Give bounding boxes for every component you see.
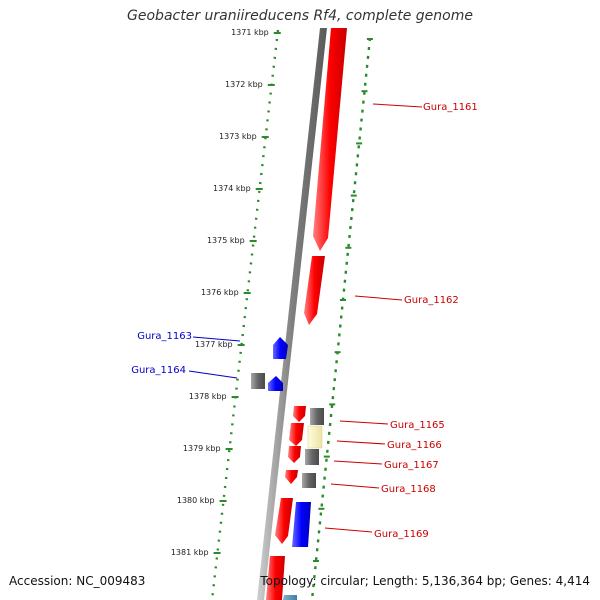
map-title: Geobacter uraniireducens Rf4, complete g… [127, 8, 473, 24]
gene-label-leader [372, 103, 423, 108]
gene-label-leader [336, 440, 386, 445]
gene-gura-1163[interactable] [273, 337, 288, 359]
gene-gura-1167[interactable] [288, 446, 301, 463]
gene-label-leader [339, 420, 389, 425]
kbp-tick-label: 1372 kbp [225, 80, 263, 89]
rna-feature-3[interactable] [302, 473, 316, 488]
misc-feature[interactable] [307, 425, 323, 449]
kbp-tick-label: 1380 kbp [177, 496, 215, 505]
accession-text: Accession: NC_009483 [9, 574, 146, 588]
gene-gura-1162[interactable] [304, 256, 325, 325]
gene-label-leader [333, 460, 383, 465]
gene-forward-partial[interactable] [266, 556, 285, 600]
gene-gura-1169[interactable] [275, 498, 293, 544]
gene-label-leader [324, 527, 373, 533]
dotted-guide-rings [210, 29, 373, 600]
gene-gura-1165[interactable] [293, 406, 306, 422]
gene-label[interactable]: Gura_1162 [404, 295, 459, 306]
gene-gura-1168[interactable] [285, 470, 298, 484]
kbp-tick-label: 1375 kbp [207, 236, 245, 245]
gene-label[interactable]: Gura_1167 [384, 460, 439, 471]
kbp-scale: 1371 kbp 1372 kbp 1373 kbp 1374 kbp 1375 kbp… [171, 28, 281, 557]
gene-labels: Gura_1161 Gura_1162 Gura_1163 Gura_1164 Gura… [131, 102, 478, 540]
gene-label-leader [330, 483, 380, 489]
gene-label[interactable]: Gura_1168 [381, 484, 436, 495]
rna-feature-2[interactable] [305, 449, 319, 465]
gene-label-leader [188, 370, 238, 379]
outer-dotted-ring [310, 37, 372, 600]
kbp-tick-label: 1374 kbp [213, 184, 251, 193]
genome-backbone [257, 28, 327, 600]
kbp-tick-label: 1373 kbp [219, 132, 257, 141]
rna-feature-4[interactable] [251, 373, 265, 389]
gene-label[interactable]: Gura_1166 [387, 440, 442, 451]
gene-label[interactable]: Gura_1161 [423, 102, 478, 113]
kbp-tick-label: 1378 kbp [189, 392, 227, 401]
gene-gura-1169-reverse[interactable] [292, 502, 311, 547]
kbp-tick-label: 1379 kbp [183, 444, 221, 453]
gene-label-leader [354, 295, 403, 301]
topology-summary: Topology: circular; Length: 5,136,364 bp… [260, 574, 590, 588]
gene-label-leader [192, 336, 241, 342]
rna-feature-1[interactable] [310, 408, 324, 425]
gene-gura-1165b[interactable] [289, 423, 304, 446]
gene-label[interactable]: Gura_1163 [137, 331, 192, 342]
gene-label[interactable]: Gura_1165 [390, 420, 445, 431]
gene-label[interactable]: Gura_1169 [374, 529, 429, 540]
kbp-tick-label: 1377 kbp [195, 340, 233, 349]
inner-dotted-ring [210, 29, 280, 600]
kbp-tick-label: 1381 kbp [171, 548, 209, 557]
gene-label[interactable]: Gura_1164 [131, 365, 186, 376]
gene-gura-1161[interactable] [313, 28, 347, 251]
kbp-tick-label: 1371 kbp [231, 28, 269, 37]
gene-gura-1164[interactable] [268, 376, 283, 391]
kbp-tick-label: 1376 kbp [201, 288, 239, 297]
gene-reverse-partial[interactable] [283, 595, 297, 600]
